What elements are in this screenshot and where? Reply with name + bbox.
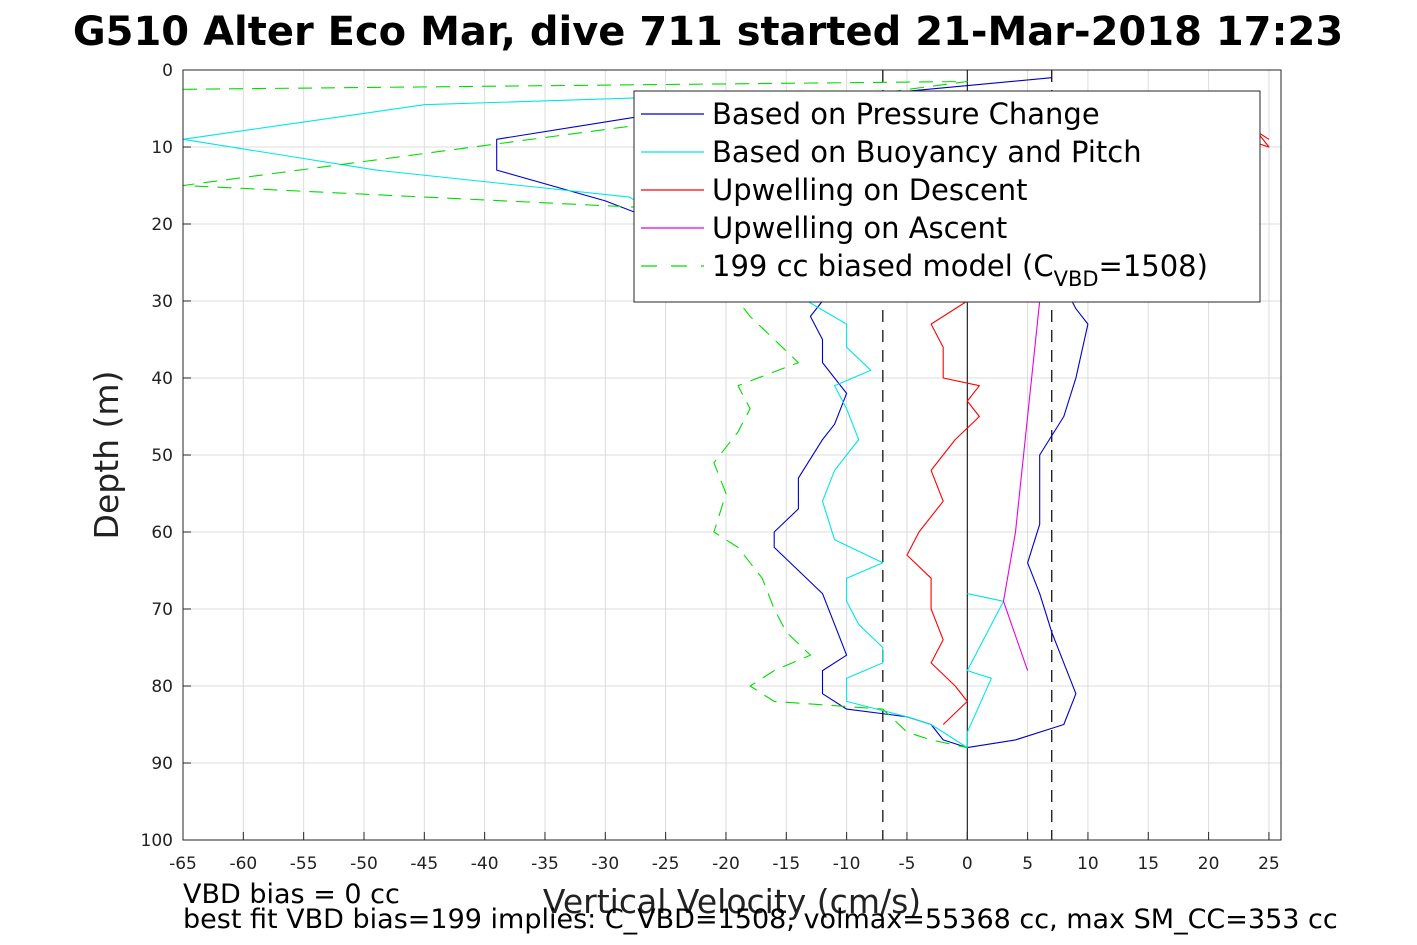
series-line-4 [182, 80, 968, 749]
y-tick-label: 10 [151, 138, 173, 158]
x-tick-label: -50 [350, 854, 378, 874]
x-tick-label: -25 [652, 854, 680, 874]
x-tick-label: 0 [962, 854, 973, 874]
x-tick-label: 5 [1022, 854, 1033, 874]
x-tick-label: -5 [898, 854, 915, 874]
x-tick-label: -15 [772, 854, 800, 874]
x-axis-ticks: -65 -60 -55 -50 -45 -40 -35 -30 -25 -20 -15 -10 -5 0 5… [169, 832, 1280, 874]
x-tick-label: -60 [229, 854, 257, 874]
series-line-0 [496, 77, 1089, 749]
x-tick-label: -65 [169, 854, 197, 874]
footer-bias-line: VBD bias = 0 cc [183, 879, 400, 910]
x-tick-label: -20 [712, 854, 740, 874]
x-tick-label: -45 [410, 854, 438, 874]
x-tick-label: -35 [531, 854, 559, 874]
series-layer [182, 77, 1270, 749]
x-tick-label: -40 [471, 854, 499, 874]
x-tick-label: 20 [1198, 854, 1220, 874]
legend: Based on Pressure Change Based on Buoyanc… [633, 90, 1261, 303]
x-tick-label: 15 [1137, 854, 1159, 874]
x-tick-label: -10 [833, 854, 861, 874]
legend-label: Upwelling on Ascent [712, 211, 1007, 245]
y-tick-label: 0 [162, 61, 173, 81]
y-tick-label: 70 [151, 600, 173, 620]
y-tick-label: 90 [151, 754, 173, 774]
y-tick-label: 30 [151, 292, 173, 312]
y-tick-label: 100 [141, 831, 173, 851]
y-tick-label: 80 [151, 677, 173, 697]
x-tick-label: -55 [290, 854, 318, 874]
legend-label: Based on Pressure Change [712, 97, 1100, 131]
legend-label: 199 cc biased model (CVBD=1508) [712, 249, 1208, 291]
x-tick-label: -30 [591, 854, 619, 874]
chart-title: G510 Alter Eco Mar, dive 711 started 21-… [73, 9, 1343, 55]
series-line-3 [1002, 300, 1041, 671]
x-tick-label: 25 [1258, 854, 1280, 874]
y-tick-label: 20 [151, 215, 173, 235]
y-axis-label: Depth (m) [87, 371, 126, 540]
y-axis-ticks: 0 10 20 30 40 50 60 70 80 90 100 [141, 61, 191, 851]
y-tick-label: 60 [151, 523, 173, 543]
legend-label: Based on Buoyancy and Pitch [712, 135, 1142, 169]
y-tick-label: 40 [151, 369, 173, 389]
legend-label: Upwelling on Descent [712, 173, 1028, 207]
x-tick-label: 10 [1077, 854, 1099, 874]
legend-box [633, 90, 1261, 303]
y-tick-label: 50 [151, 446, 173, 466]
footer-bestfit-line: best fit VBD bias=199 implies: C_VBD=150… [183, 904, 1338, 935]
x-axis-label: Vertical Velocity (cm/s) [543, 882, 921, 921]
